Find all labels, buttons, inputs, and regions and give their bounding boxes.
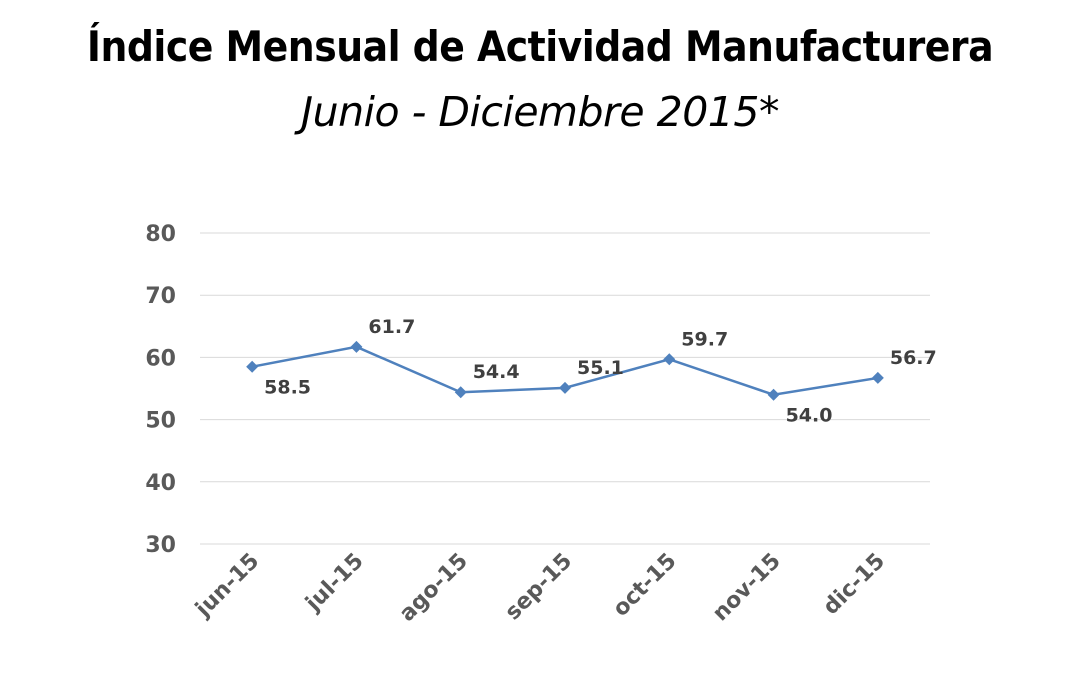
data-label: 55.1 <box>577 357 624 379</box>
x-tick-label: sep-15 <box>501 549 578 626</box>
data-point-marker <box>350 340 363 353</box>
chart-subtitle: Junio - Diciembre 2015* <box>301 88 779 136</box>
y-tick-label: 40 <box>145 471 176 496</box>
data-label: 54.4 <box>473 361 520 383</box>
chart-title: Índice Mensual de Actividad Manufacturer… <box>86 22 994 71</box>
x-tick-label: dic-15 <box>819 549 890 620</box>
y-tick-label: 80 <box>145 222 176 247</box>
x-tick-label: ago-15 <box>395 549 473 627</box>
data-label: 61.7 <box>368 316 415 338</box>
data-point-marker <box>871 371 884 384</box>
data-label: 58.5 <box>264 377 311 399</box>
x-tick-label: oct-15 <box>608 549 681 622</box>
data-point-marker <box>767 388 780 401</box>
data-point-marker <box>559 381 571 394</box>
x-tick-label: jun-15 <box>190 549 264 623</box>
data-label: 59.7 <box>681 328 728 350</box>
data-point-marker <box>454 386 467 399</box>
x-tick-label: nov-15 <box>708 549 786 627</box>
data-label: 54.0 <box>786 405 833 427</box>
y-tick-label: 70 <box>145 284 176 309</box>
y-tick-label: 30 <box>145 533 176 558</box>
data-label: 56.7 <box>890 347 937 369</box>
data-point-marker <box>663 353 676 366</box>
y-tick-label: 50 <box>145 409 176 434</box>
data-point-marker <box>246 360 259 373</box>
y-tick-label: 60 <box>145 346 176 371</box>
x-tick-label: jul-15 <box>300 549 368 617</box>
